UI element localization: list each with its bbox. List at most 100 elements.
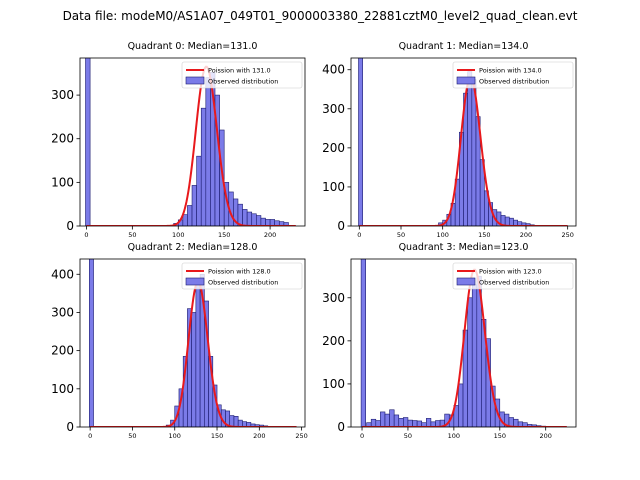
legend-hist-swatch [185, 76, 205, 85]
x-tick-label: 50 [128, 432, 136, 440]
legend-hist-label: Observed distribution [208, 279, 278, 287]
legend-hist-swatch [456, 277, 476, 286]
x-tick-label: 0 [357, 231, 361, 239]
x-tick-label: 150 [478, 231, 490, 239]
histogram-bar [256, 215, 262, 226]
legend-hist-swatch [185, 277, 205, 286]
x-tick-label: 0 [88, 432, 92, 440]
histogram-bar [467, 297, 473, 427]
histogram-bar [251, 213, 257, 226]
axes-frame [350, 258, 577, 428]
plot-area [358, 58, 568, 226]
legend-fit-label: Poission with 134.0 [479, 67, 542, 75]
histogram-bar [219, 129, 225, 226]
legend-hist-label: Observed distribution [479, 78, 549, 86]
x-tick-label: 150 [211, 432, 223, 440]
histogram-bar [380, 411, 386, 427]
panel-title: Quadrant 1: Median=134.0 [399, 41, 529, 52]
panel-3: Quadrant 3: Median=123.0 0 50 100 150 200 0 100… [322, 242, 577, 440]
legend-fit-label: Poission with 123.0 [479, 268, 542, 276]
histogram-bar [358, 58, 363, 226]
y-tick-label: 0 [66, 420, 74, 434]
histogram-bar [260, 217, 266, 226]
x-tick-label: 100 [436, 231, 448, 239]
histogram-bar [509, 217, 514, 226]
histogram-bar [237, 203, 243, 226]
legend-box [181, 262, 303, 290]
histogram-bar [89, 259, 94, 427]
y-tick-label: 0 [66, 219, 74, 233]
axes-frame [79, 57, 306, 227]
x-tick-label: 50 [128, 231, 136, 239]
axes-frame [350, 57, 577, 227]
histogram-bar [195, 281, 201, 427]
panels: Quadrant 0: Median=131.0 0 50 100 150 200 0 100… [51, 41, 577, 440]
x-tick-label: 200 [264, 231, 276, 239]
x-tick-label: 50 [397, 231, 405, 239]
y-tick-label: 100 [51, 382, 74, 396]
histogram-bar [384, 413, 390, 427]
histogram-bar [398, 418, 404, 427]
legend: Poission with 128.0 Observed distribution [181, 262, 303, 290]
poisson-fit-line [362, 268, 567, 427]
legend-fit-label: Poission with 131.0 [208, 67, 271, 75]
histogram-bar [85, 58, 91, 226]
y-tick-label: 300 [322, 102, 345, 116]
legend-box [452, 61, 574, 89]
panel-title: Quadrant 0: Median=131.0 [128, 41, 258, 52]
x-tick-label: 100 [172, 231, 184, 239]
y-tick-label: 0 [337, 420, 345, 434]
y-tick-label: 100 [51, 175, 74, 189]
x-tick-label: 150 [218, 231, 230, 239]
x-tick-label: 0 [360, 432, 364, 440]
histogram-bar [283, 222, 289, 226]
y-tick-label: 200 [51, 132, 74, 146]
y-tick-label: 300 [51, 305, 74, 319]
x-tick-label: 0 [84, 231, 88, 239]
histogram-bar [360, 259, 366, 427]
y-tick-label: 100 [322, 180, 345, 194]
histogram-bar [389, 409, 395, 427]
x-tick-label: 250 [295, 432, 307, 440]
histogram-bar [196, 155, 202, 226]
histogram-bar [205, 77, 211, 226]
histogram-bar [187, 205, 193, 226]
panel-2: Quadrant 2: Median=128.0 0 50 100 150 200 250 0… [51, 242, 308, 440]
legend-box [452, 262, 574, 290]
axes-frame [79, 258, 306, 428]
y-tick-label: 200 [51, 344, 74, 358]
y-tick-label: 300 [322, 291, 345, 305]
x-tick-label: 100 [169, 432, 181, 440]
poisson-fit-line [90, 280, 297, 427]
legend: Poission with 134.0 Observed distribution [452, 61, 574, 89]
panel-0: Quadrant 0: Median=131.0 0 50 100 150 200 0 100… [51, 41, 306, 239]
poisson-fit-line [359, 76, 568, 226]
histogram-bar [407, 419, 413, 427]
histogram-bar [233, 416, 239, 427]
suptitle: Data file: modeM0/AS1A07_049T01_90000033… [63, 9, 578, 23]
y-tick-label: 400 [322, 63, 345, 77]
histogram-bar [242, 209, 248, 226]
y-tick-label: 100 [322, 377, 345, 391]
x-tick-label: 100 [448, 432, 460, 440]
y-tick-label: 400 [51, 267, 74, 281]
x-tick-label: 200 [520, 231, 532, 239]
x-tick-label: 150 [494, 432, 506, 440]
legend: Poission with 123.0 Observed distribution [452, 262, 574, 290]
x-tick-label: 200 [539, 432, 551, 440]
histogram-bar [471, 284, 478, 427]
poisson-fit-line [86, 65, 296, 226]
legend-hist-label: Observed distribution [479, 279, 549, 287]
legend: Poission with 131.0 Observed distribution [181, 61, 303, 89]
histogram-bar [458, 383, 464, 427]
histogram-bar [393, 414, 400, 427]
histogram-bar [426, 418, 432, 427]
histogram-bar [191, 185, 197, 226]
panel-1: Quadrant 1: Median=134.0 0 50 100 150 200 250 0… [322, 41, 577, 239]
histogram-bar [200, 107, 207, 226]
panel-title: Quadrant 2: Median=128.0 [128, 242, 258, 253]
plot-area [360, 259, 567, 427]
y-tick-label: 200 [322, 141, 345, 155]
legend-hist-label: Observed distribution [208, 78, 278, 86]
